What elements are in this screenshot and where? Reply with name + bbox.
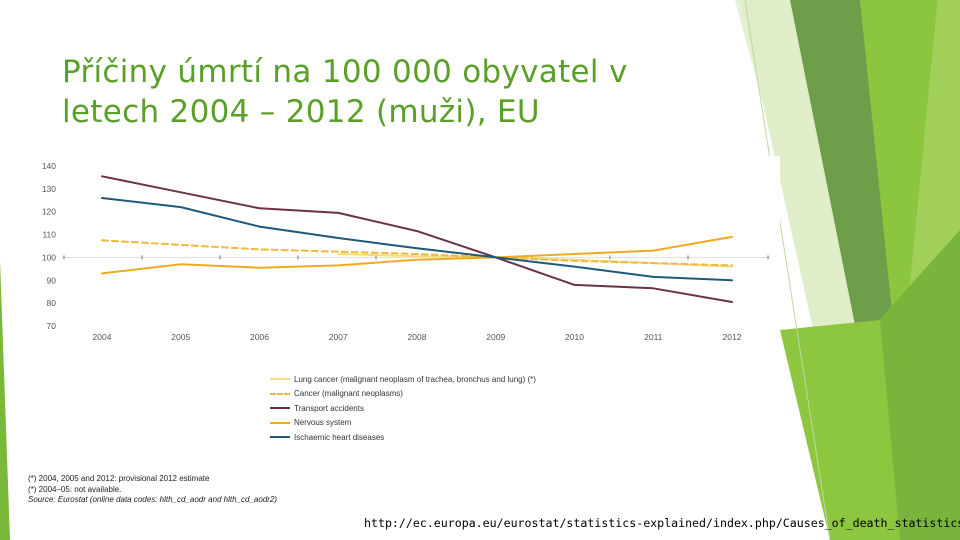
x-tick-label: 2010: [565, 332, 584, 342]
title-line-2: letech 2004 – 2012 (muži), EU: [62, 94, 540, 130]
line-chart: 70 80 90 100 110 120 130 140 2004 2005 2006 2007 200…: [42, 161, 770, 342]
series-line: [101, 235, 733, 275]
left-green-shard: [0, 260, 10, 540]
legend-item: Cancer (malignant neoplasms): [270, 387, 536, 402]
legend-swatch: [270, 378, 290, 381]
y-tick-label: 80: [47, 298, 57, 308]
bottom-mid-green-shard: [780, 320, 900, 540]
legend-item: Nervous system: [270, 416, 536, 431]
legend-label: Ischaemic heart diseases: [294, 432, 385, 442]
legend-label: Lung cancer (malignant neoplasm of trach…: [294, 374, 536, 384]
x-tick-label: 2011: [644, 332, 663, 342]
y-tick-label: 70: [47, 321, 57, 331]
legend-item: Transport accidents: [270, 401, 536, 416]
legend-swatch: [270, 392, 290, 395]
series-line: [101, 239, 733, 267]
slide-title: Příčiny úmrtí na 100 000 obyvatel v lete…: [62, 52, 702, 132]
legend-label: Nervous system: [294, 418, 352, 428]
series-line: [101, 197, 733, 282]
y-tick-label: 120: [42, 207, 56, 217]
source-url-link[interactable]: http://ec.europa.eu/eurostat/statistics-…: [364, 516, 960, 530]
title-line-1: Příčiny úmrtí na 100 000 obyvatel v: [62, 54, 628, 90]
footnote-source: Source: Eurostat (online data codes: hlt…: [28, 495, 278, 504]
x-tick-label: 2008: [408, 332, 427, 342]
x-tick-label: 2012: [723, 332, 742, 342]
decor-line: [744, 0, 831, 540]
chart-footnotes: (*) 2004, 2005 and 2012: provisional 201…: [28, 474, 277, 506]
legend-swatch: [270, 436, 290, 439]
chart-image: 70 80 90 100 110 120 130 140 2004 2005 2006 2007 200…: [22, 156, 780, 516]
y-tick-label: 110: [42, 230, 56, 240]
y-tick-label: 130: [42, 184, 56, 194]
legend-item: Ischaemic heart diseases: [270, 430, 536, 445]
series-line: [101, 175, 733, 303]
bright-green-shard: [860, 0, 938, 390]
x-tick-label: 2007: [329, 332, 348, 342]
y-tick-label: 90: [47, 275, 57, 285]
footnote-1: (*) 2004, 2005 and 2012: provisional 201…: [28, 474, 210, 483]
legend-swatch: [270, 407, 290, 410]
x-tick-label: 2009: [486, 332, 505, 342]
footnote-2: (*) 2004–05: not available.: [28, 484, 122, 494]
x-tick-label: 2005: [171, 332, 190, 342]
legend-label: Cancer (malignant neoplasms): [294, 389, 403, 399]
y-tick-label: 100: [42, 252, 56, 262]
x-tick-label: 2004: [93, 332, 112, 342]
x-tick-label: 2006: [250, 332, 269, 342]
legend-swatch: [270, 421, 290, 424]
y-tick-label: 140: [42, 161, 56, 171]
legend-label: Transport accidents: [294, 403, 364, 413]
chart-legend: Lung cancer (malignant neoplasm of trach…: [270, 372, 536, 445]
legend-item: Lung cancer (malignant neoplasm of trach…: [270, 372, 536, 387]
